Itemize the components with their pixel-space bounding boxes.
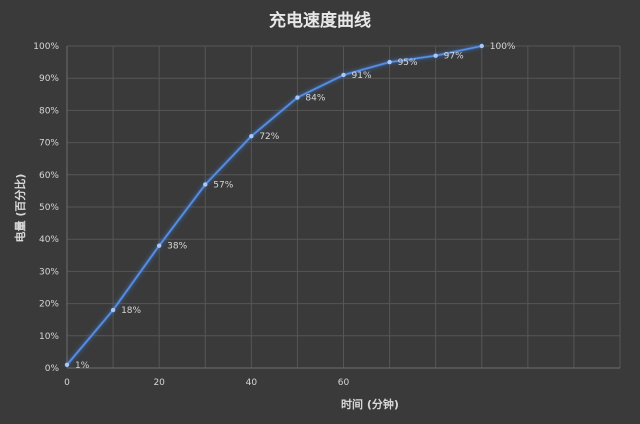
data-label: 1% — [75, 361, 90, 371]
y-tick-label: 90% — [39, 74, 59, 84]
data-point — [249, 133, 254, 139]
data-label: 18% — [121, 306, 141, 316]
y-tick-label: 30% — [39, 267, 59, 277]
y-axis-title: 电量 (百分比) — [13, 174, 27, 243]
data-label: 100% — [490, 42, 516, 52]
x-tick-label: 20 — [153, 378, 165, 388]
chart-title: 充电速度曲线 — [269, 10, 371, 31]
y-tick-label: 50% — [39, 203, 59, 213]
x-axis-title: 时间 (分钟) — [341, 397, 399, 411]
y-tick-label: 60% — [39, 171, 59, 181]
series-charging — [64, 43, 484, 367]
data-label: 72% — [259, 132, 279, 142]
data-point — [479, 43, 484, 49]
data-point — [64, 362, 70, 367]
x-tick-label: 40 — [246, 378, 258, 388]
y-tick-label: 20% — [39, 300, 59, 310]
data-point — [295, 95, 300, 100]
data-point — [156, 243, 162, 248]
x-tick-label: 60 — [338, 378, 350, 388]
data-label: 97% — [444, 52, 464, 62]
data-labels: 1% 18% 38% 57% 72% 84% 91% 95% 97% 100% — [75, 42, 516, 371]
data-label: 91% — [352, 71, 372, 81]
y-tick-label: 10% — [39, 332, 59, 342]
data-point — [433, 53, 438, 58]
data-label: 95% — [398, 58, 418, 68]
data-point — [341, 72, 346, 78]
series-line — [66, 45, 482, 366]
axes: 0% 10% 20% 30% 40% 50% 60% 70% 80% 90% 100% 0 20 40 60 — [33, 42, 620, 388]
grid — [67, 45, 621, 369]
data-point — [110, 307, 116, 313]
y-tick-label: 80% — [39, 106, 59, 116]
y-tick-label: 0% — [45, 364, 60, 374]
series-line-glow — [65, 44, 483, 366]
y-tick-label: 70% — [39, 139, 59, 149]
x-tick-label: 0 — [64, 378, 70, 388]
data-label: 57% — [213, 180, 233, 190]
data-point — [203, 182, 208, 187]
data-point — [387, 59, 392, 65]
data-label: 38% — [167, 242, 187, 252]
data-label: 84% — [305, 94, 325, 104]
y-tick-label: 40% — [39, 235, 59, 245]
y-tick-label: 100% — [33, 42, 59, 52]
